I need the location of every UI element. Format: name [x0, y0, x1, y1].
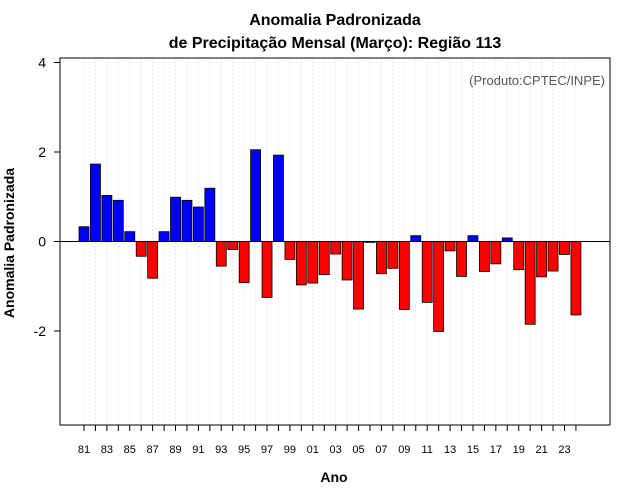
bar-02	[318, 241, 330, 276]
bar-82	[90, 163, 101, 242]
bar-81	[78, 226, 90, 242]
bar-16	[478, 241, 490, 272]
bar-95	[238, 241, 250, 284]
bar-14	[456, 241, 467, 277]
bar-20	[524, 241, 536, 325]
bar-94	[227, 241, 239, 250]
x-tick-label: 99	[284, 444, 296, 456]
bar-15	[467, 235, 479, 242]
bar-97	[261, 241, 273, 298]
credit-label: (Produto:CPTEC/INPE)	[469, 73, 605, 88]
bar-18	[501, 237, 513, 242]
bar-87	[147, 241, 159, 279]
x-tick-label: 81	[78, 444, 90, 456]
bar-83	[101, 194, 113, 242]
bar-24	[570, 241, 582, 316]
bar-05	[353, 241, 364, 310]
bar-91	[192, 206, 204, 242]
x-tick-label: 93	[215, 444, 227, 456]
axes: -2 0 2 4 81 83 85 87 89 91 93 95 97 99 01 03 05 07 09 11 13 1…	[34, 54, 611, 456]
bar-92	[204, 187, 216, 242]
y-tick-label: 0	[38, 234, 46, 250]
bar-01	[307, 241, 319, 284]
x-tick-label: 09	[398, 444, 410, 456]
x-tick-label: 01	[307, 444, 319, 456]
bar-23	[559, 241, 570, 255]
x-tick-label: 91	[192, 444, 204, 456]
chart-title: Anomalia Padronizada	[249, 12, 421, 29]
x-tick-label: 23	[558, 444, 570, 456]
bar-93	[215, 241, 227, 267]
bar-89	[170, 196, 181, 242]
x-tick-label: 19	[513, 444, 525, 456]
bar-21	[536, 241, 547, 278]
y-tick-label: 4	[38, 54, 46, 70]
x-tick-label: 13	[444, 444, 456, 456]
x-tick-label: 15	[467, 444, 479, 456]
bar-86	[135, 241, 147, 257]
bar-88	[158, 231, 170, 242]
x-tick-label: 87	[147, 444, 159, 456]
bar-10	[410, 235, 422, 242]
x-tick-label: 83	[101, 444, 113, 456]
bar-00	[295, 241, 307, 286]
chart-subtitle: de Precipitação Mensal (Março): Região 1…	[169, 35, 502, 52]
bar-03	[330, 241, 342, 255]
bar-84	[112, 199, 124, 242]
bar-99	[284, 241, 296, 260]
bar-12	[433, 241, 445, 332]
y-axis-label: Anomalia Padronizada	[1, 168, 17, 318]
bar-90	[181, 199, 193, 242]
x-tick-label: 97	[261, 444, 273, 456]
y-tick-label: 2	[38, 144, 46, 160]
x-tick-label: 11	[421, 444, 432, 456]
bar-13	[444, 241, 456, 252]
bar-22	[547, 241, 559, 272]
x-tick-label: 21	[535, 444, 547, 456]
bar-04	[341, 241, 353, 281]
x-tick-label: 05	[352, 444, 364, 456]
bar-19	[513, 241, 525, 271]
x-tick-label: 17	[490, 444, 502, 456]
bar-17	[490, 241, 502, 265]
x-tick-label: 89	[169, 444, 181, 456]
bar-98	[273, 154, 284, 242]
bar-07	[376, 241, 387, 275]
bar-96	[250, 149, 262, 242]
bar-08	[387, 241, 399, 269]
x-axis-label: Ano	[320, 469, 347, 485]
bar-11	[421, 241, 433, 303]
x-tick-label: 03	[330, 444, 342, 456]
y-tick-label: -2	[34, 323, 47, 339]
x-tick-label: 95	[238, 444, 250, 456]
bar-09	[398, 241, 410, 310]
bars	[78, 149, 582, 332]
x-tick-label: 07	[375, 444, 387, 456]
bar-85	[124, 231, 136, 242]
x-tick-label: 85	[124, 444, 136, 456]
